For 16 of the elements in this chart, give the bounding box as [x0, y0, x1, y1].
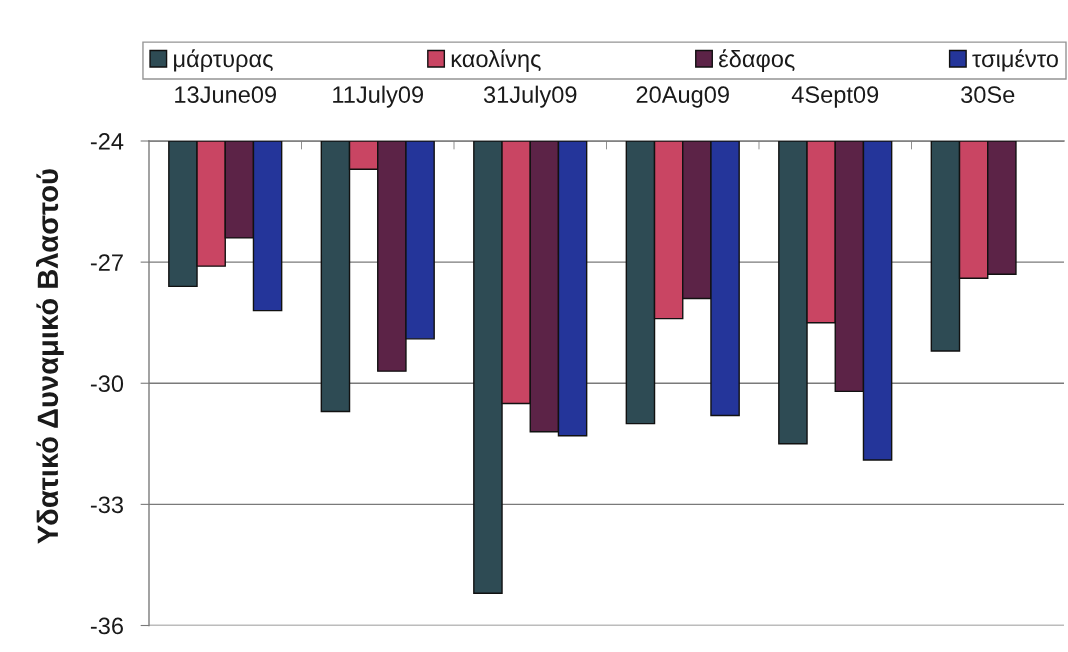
x-tick-label: 11July09 — [333, 85, 424, 108]
y-tick-label: -24 — [90, 133, 124, 150]
y-tick-label: -36 — [90, 617, 123, 635]
legend-label: καολίνης — [451, 49, 541, 72]
legend-label: μάρτυρας — [174, 49, 273, 72]
x-tick-label: 4Sept09 — [791, 86, 879, 108]
y-axis-title: Υδατικό Δυναμικό Βλαστού — [35, 169, 64, 544]
legend-label: τσιμέντο — [972, 49, 1058, 72]
x-tick-label: 31July09 — [483, 85, 577, 108]
legend-label: έδαφος — [718, 49, 795, 72]
y-tick-label: -33 — [90, 496, 123, 514]
y-tick-label: -27 — [90, 254, 123, 271]
x-tick-label: 20Aug09 — [636, 86, 729, 108]
x-tick-label: 30Se — [961, 86, 1015, 103]
x-tick-label: 13June09 — [175, 86, 276, 103]
y-tick-label: -30 — [90, 375, 124, 393]
